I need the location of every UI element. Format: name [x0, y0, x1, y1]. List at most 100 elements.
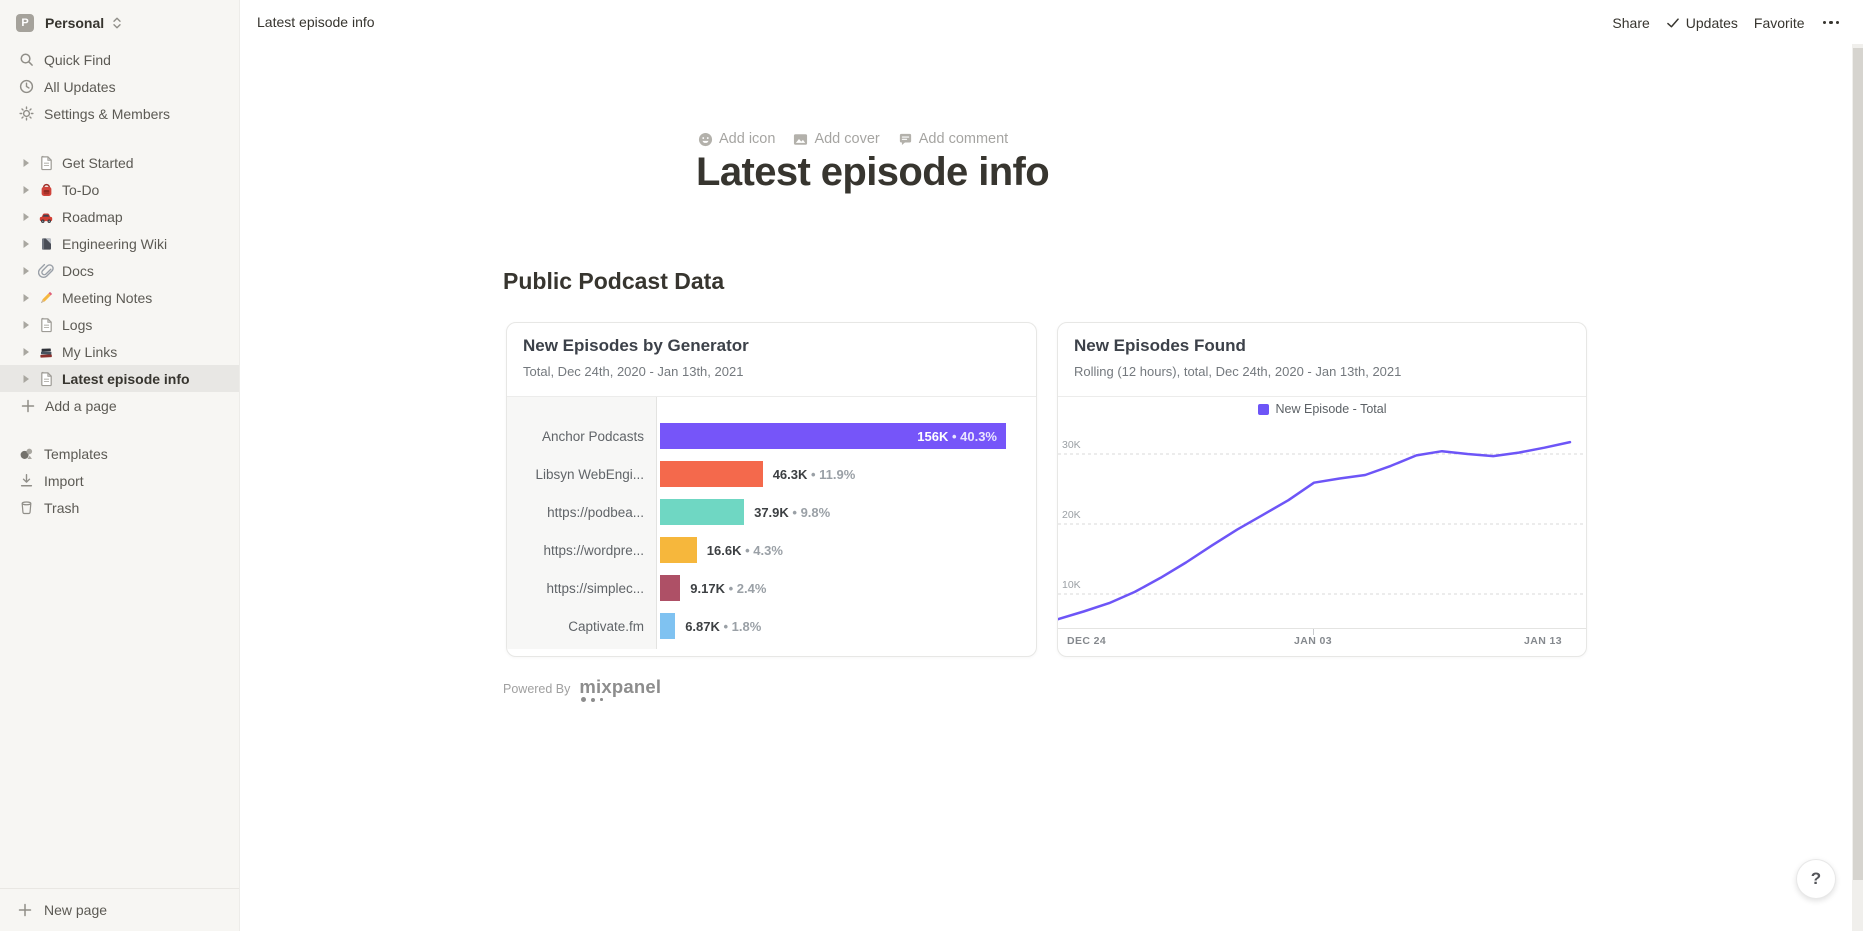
card-divider	[507, 396, 1036, 397]
new-page-button[interactable]: New page	[0, 888, 239, 931]
sidebar-page-roadmap[interactable]: Roadmap	[0, 203, 239, 230]
chevron-up-down-icon	[112, 16, 122, 30]
toggle-triangle-icon[interactable]	[22, 347, 30, 357]
toggle-triangle-icon[interactable]	[22, 212, 30, 222]
page-icon	[38, 371, 54, 387]
topbar-actions: Share Updates Favorite	[1612, 0, 1841, 45]
share-button[interactable]: Share	[1612, 14, 1650, 31]
updates-button[interactable]: Updates	[1666, 15, 1738, 31]
sidebar-page-to-do[interactable]: To-Do	[0, 176, 239, 203]
mixpanel-logo-dots	[581, 697, 603, 702]
toggle-triangle-icon[interactable]	[22, 185, 30, 195]
page-label: Logs	[62, 316, 93, 333]
plus-icon	[20, 399, 35, 413]
toggle-triangle-icon[interactable]	[22, 158, 30, 168]
y-axis-tick-label: 30K	[1062, 439, 1081, 451]
line-chart-subtitle: Rolling (12 hours), total, Dec 24th, 202…	[1074, 364, 1402, 379]
toggle-triangle-icon[interactable]	[22, 293, 30, 303]
gear-icon	[18, 106, 34, 121]
section-heading[interactable]: Public Podcast Data	[503, 268, 725, 294]
toggle-triangle-icon[interactable]	[22, 320, 30, 330]
sidebar-item-quick-find[interactable]: Quick Find	[0, 46, 239, 73]
sidebar-page-engineering-wiki[interactable]: Engineering Wiki	[0, 230, 239, 257]
sidebar-item-trash[interactable]: Trash	[0, 494, 239, 521]
legend-swatch	[1257, 403, 1269, 415]
sidebar-page-logs[interactable]: Logs	[0, 311, 239, 338]
new-page-label: New page	[44, 902, 108, 918]
sidebar-item-label: Templates	[44, 445, 108, 462]
workspace-avatar: P	[16, 14, 34, 32]
bar-category-label: Anchor Podcasts	[541, 428, 644, 444]
workspace-name: Personal	[45, 15, 105, 31]
sidebar-item-label: Quick Find	[44, 51, 111, 68]
bar	[660, 461, 763, 487]
sidebar-item-import[interactable]: Import	[0, 467, 239, 494]
sidebar-page-docs[interactable]: Docs	[0, 257, 239, 284]
backpack-emoji-icon	[38, 182, 54, 198]
page-decoration-actions: Add icon Add cover Add comment	[698, 131, 1008, 147]
toggle-triangle-icon[interactable]	[22, 266, 30, 276]
bar	[660, 537, 697, 563]
import-download-icon	[18, 473, 34, 488]
card-divider	[1058, 396, 1586, 397]
line-chart-card: New Episodes Found Rolling (12 hours), t…	[1057, 322, 1587, 657]
bar-category-label: https://simplec...	[546, 580, 644, 596]
favorite-button[interactable]: Favorite	[1753, 14, 1805, 31]
bar-value-label: 46.3K • 11.9%	[772, 466, 856, 482]
line-chart-svg	[1058, 440, 1586, 621]
line-chart-title: New Episodes Found	[1074, 336, 1246, 355]
image-icon	[793, 132, 808, 147]
trash-icon	[18, 500, 34, 515]
bar-chart-title: New Episodes by Generator	[523, 336, 749, 355]
clock-icon	[18, 79, 34, 94]
line-series	[1058, 440, 1572, 621]
plus-icon	[18, 903, 33, 917]
bar-row: https://podbea... 37.9K • 9.8%	[507, 493, 1032, 531]
comment-icon	[898, 132, 913, 147]
add-a-page-button[interactable]: Add a page	[0, 392, 239, 419]
toggle-triangle-icon[interactable]	[22, 239, 30, 249]
sidebar-page-latest-episode-info[interactable]: Latest episode info	[0, 365, 239, 392]
bar-rows: Anchor Podcasts 156K • 40.3% Libsyn WebEng…	[507, 417, 1032, 645]
bar	[660, 575, 681, 601]
help-button[interactable]: ?	[1796, 859, 1836, 899]
sidebar-page-my-links[interactable]: My Links	[0, 338, 239, 365]
add-cover-button[interactable]: Add cover	[793, 131, 880, 147]
sidebar-pages: Get Started To-Do Roadmap Engineering Wi…	[0, 149, 239, 419]
bar-category-label: Libsyn WebEngi...	[535, 466, 644, 482]
bar-category-label: https://podbea...	[547, 504, 644, 520]
sidebar-page-meeting-notes[interactable]: Meeting Notes	[0, 284, 239, 311]
sidebar-item-templates[interactable]: Templates	[0, 440, 239, 467]
bar: 156K • 40.3%	[660, 423, 1006, 449]
bar-chart-card: New Episodes by Generator Total, Dec 24t…	[506, 322, 1037, 657]
bar-category-label: https://wordpre...	[543, 542, 644, 558]
workspace-switcher[interactable]: P Personal	[0, 8, 239, 38]
breadcrumb[interactable]: Latest episode info	[257, 14, 375, 30]
bar-row: https://simplec... 9.17K • 2.4%	[507, 569, 1032, 607]
search-icon	[18, 52, 34, 67]
page-title[interactable]: Latest episode info	[696, 150, 1050, 194]
sidebar-item-all-updates[interactable]: All Updates	[0, 73, 239, 100]
templates-icon	[18, 446, 34, 461]
sidebar-tools: Templates Import Trash	[0, 440, 239, 521]
sidebar-menu: Quick Find All Updates Settings & Member…	[0, 46, 239, 127]
sidebar-page-get-started[interactable]: Get Started	[0, 149, 239, 176]
page-label: Roadmap	[62, 208, 123, 225]
add-comment-button[interactable]: Add comment	[898, 131, 1008, 147]
smiley-icon	[698, 132, 713, 147]
y-axis-tick-label: 10K	[1062, 579, 1081, 591]
sidebar-item-label: Settings & Members	[44, 105, 171, 122]
toggle-triangle-icon[interactable]	[22, 374, 30, 384]
mixpanel-logo[interactable]: mixpanel	[579, 676, 661, 702]
sidebar-item-settings-members[interactable]: Settings & Members	[0, 100, 239, 127]
page-label: Get Started	[62, 154, 134, 171]
add-icon-button[interactable]: Add icon	[698, 131, 775, 147]
sidebar: P Personal Quick Find All Updates	[0, 0, 240, 931]
scrollbar-thumb[interactable]	[1853, 48, 1863, 880]
y-axis-tick-label: 20K	[1062, 509, 1081, 521]
more-options-icon[interactable]	[1821, 17, 1842, 29]
x-axis-tick-label: JAN 13	[1523, 635, 1562, 647]
page-label: To-Do	[62, 181, 100, 198]
bar-value-label: 6.87K • 1.8%	[685, 618, 762, 634]
